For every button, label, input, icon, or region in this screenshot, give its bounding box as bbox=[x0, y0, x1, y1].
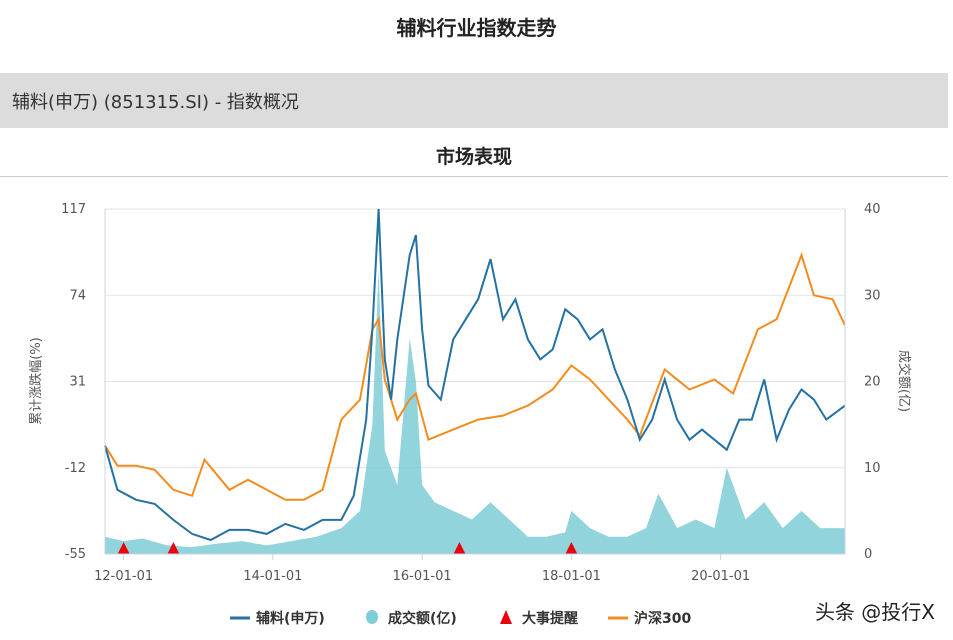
series-line-fuliao bbox=[104, 208, 846, 542]
page-title: 辅料行业指数走势 bbox=[396, 16, 557, 40]
x-tick-label: 20-01-01 bbox=[691, 569, 750, 584]
legend-label-volume: 成交额(亿) bbox=[388, 610, 457, 627]
event-marker bbox=[167, 542, 180, 554]
y-tick-label: 74 bbox=[69, 288, 86, 303]
y2-tick-label: 30 bbox=[864, 288, 881, 303]
overview-bar: 辅料(申万) (851315.SI) - 指数概况 bbox=[0, 73, 948, 128]
legend-label-events: 大事提醒 bbox=[522, 610, 578, 627]
y2-tick-label: 0 bbox=[864, 547, 872, 562]
y-tick-label: 117 bbox=[61, 202, 86, 217]
legend-label-fuliao: 辅料(申万) bbox=[256, 610, 325, 627]
legend: 辅料(申万) 成交额(亿) 大事提醒 沪深300 bbox=[230, 610, 691, 627]
y2-tick-label: 10 bbox=[864, 461, 881, 476]
y-tick-label: -55 bbox=[65, 547, 86, 562]
legend-label-hs300: 沪深300 bbox=[634, 610, 691, 627]
x-tick-label: 12-01-01 bbox=[94, 569, 153, 584]
event-marker bbox=[117, 542, 130, 554]
legend-marker-events bbox=[500, 610, 512, 624]
y-tick-label: -12 bbox=[65, 461, 86, 476]
y2-tick-label: 40 bbox=[864, 202, 881, 217]
y2-tick-label: 20 bbox=[864, 375, 881, 390]
divider bbox=[0, 176, 948, 177]
x-tick-label: 18-01-01 bbox=[542, 569, 601, 584]
section-title: 市场表现 bbox=[435, 146, 512, 168]
x-tick-label: 14-01-01 bbox=[243, 569, 302, 584]
overview-title: 辅料(申万) (851315.SI) - 指数概况 bbox=[12, 92, 299, 113]
y2-axis-label: 成交额(亿) bbox=[896, 350, 912, 412]
y-axis-label: 累计涨跌幅(%) bbox=[28, 337, 44, 425]
y-tick-label: 31 bbox=[69, 375, 86, 390]
series-line-hs300 bbox=[104, 252, 846, 501]
watermark: 头条 @投行X bbox=[814, 600, 935, 624]
event-marker bbox=[565, 542, 578, 554]
event-marker bbox=[453, 542, 466, 554]
volume-area bbox=[105, 269, 845, 554]
x-tick-label: 16-01-01 bbox=[393, 569, 452, 584]
legend-marker-volume bbox=[366, 610, 378, 624]
